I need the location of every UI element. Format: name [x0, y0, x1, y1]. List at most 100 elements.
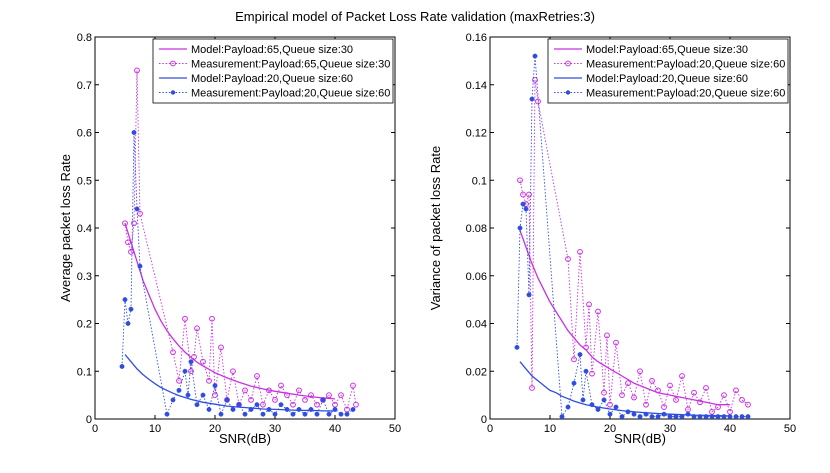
data-point-dot — [514, 344, 520, 350]
data-point-dot — [745, 414, 751, 420]
data-point-dot — [583, 368, 589, 374]
data-point-circle — [649, 377, 655, 384]
x-tick-label: 20 — [209, 423, 221, 435]
x-tick-label: 0 — [92, 423, 98, 435]
data-point-dot — [595, 407, 601, 412]
data-point-circle — [125, 239, 131, 246]
data-point-circle — [314, 401, 320, 408]
y-tick-label: 0.2 — [77, 319, 92, 331]
x-tick-label: 10 — [149, 423, 161, 435]
data-point-dot — [302, 411, 308, 417]
data-point-circle — [188, 368, 194, 375]
data-point-circle — [679, 373, 685, 379]
data-point-circle — [625, 380, 631, 387]
data-point-circle — [520, 191, 526, 198]
data-point-circle — [697, 399, 703, 406]
data-point-dot — [278, 402, 284, 408]
data-point-circle — [170, 349, 176, 356]
data-point-dot — [715, 414, 721, 420]
series-line-model-0 — [519, 230, 730, 406]
y-tick-label: 0 — [86, 414, 92, 426]
data-point-dot — [176, 387, 182, 393]
data-point-dot — [733, 414, 739, 420]
legend-entry-label: Measurement:Payload:20,Queue size:60 — [586, 88, 785, 100]
x-tick-label: 10 — [544, 423, 556, 435]
data-point-dot — [266, 407, 272, 412]
data-point-dot — [649, 414, 655, 420]
data-point-circle — [535, 98, 541, 105]
data-point-dot — [164, 411, 170, 417]
x-tick-label: 50 — [389, 423, 401, 435]
y-tick-label: 0.6 — [77, 128, 92, 140]
y-tick-label: 0.02 — [466, 366, 487, 378]
data-point-dot — [526, 292, 532, 298]
data-point-circle — [589, 370, 595, 377]
y-tick-label: 0.3 — [77, 271, 92, 283]
data-point-dot — [248, 407, 254, 412]
data-point-circle — [338, 392, 344, 399]
data-point-dot — [332, 407, 338, 412]
data-point-dot — [517, 225, 523, 231]
data-point-circle — [745, 401, 751, 408]
data-point-dot — [565, 404, 571, 410]
data-point-circle — [733, 387, 739, 394]
data-point-circle — [667, 382, 673, 389]
data-point-circle — [308, 392, 314, 399]
data-point-dot — [667, 414, 673, 420]
legend-entry-label: Model:Payload:20,Queue size:60 — [586, 73, 748, 85]
data-point-dot — [685, 411, 691, 417]
data-point-dot — [577, 352, 583, 357]
data-point-dot — [589, 402, 595, 408]
data-point-dot — [679, 414, 685, 420]
data-point-dot — [131, 130, 137, 135]
data-point-circle — [272, 397, 278, 403]
right-plot: 0 10 20 30 40 50 0 0.02 0.04 0.06 0.08 0.1 0.12 0.14 0… — [428, 32, 796, 446]
data-point-circle — [296, 387, 302, 394]
data-point-circle — [242, 387, 248, 394]
data-point-dot — [212, 383, 218, 389]
data-point-dot — [709, 414, 715, 420]
data-point-circle — [619, 392, 625, 399]
data-point-circle — [691, 389, 697, 396]
data-point-circle — [266, 387, 272, 394]
x-axis-label: SNR(dB) — [219, 431, 271, 446]
data-point-dot — [637, 414, 643, 420]
left-plot: 0 10 20 30 40 50 0 0.1 0.2 0.3 0.4 0.5 0.6 0.7 0.8 SNR(… — [58, 32, 401, 446]
data-point-dot — [559, 414, 565, 420]
data-point-dot — [194, 402, 200, 408]
data-point-dot — [625, 409, 631, 415]
data-point-circle — [206, 377, 212, 384]
data-point-dot — [296, 407, 302, 412]
x-tick-label: 40 — [329, 423, 341, 435]
data-point-circle — [326, 392, 332, 399]
data-point-dot — [703, 414, 709, 420]
data-point-circle — [191, 354, 197, 360]
data-point-circle — [131, 220, 137, 227]
y-tick-label: 0.1 — [77, 366, 92, 378]
legend-marker-circle — [170, 60, 176, 67]
data-point-circle — [595, 308, 601, 315]
data-point-dot — [613, 404, 619, 410]
data-point-dot — [643, 411, 649, 417]
y-tick-label: 0.5 — [77, 175, 92, 187]
data-point-dot — [320, 397, 326, 403]
data-point-circle — [655, 387, 661, 394]
data-point-circle — [290, 401, 296, 408]
data-point-circle — [673, 397, 679, 403]
data-point-circle — [577, 248, 583, 255]
data-point-dot — [272, 411, 278, 417]
data-point-circle — [278, 382, 284, 389]
legend-entry-label: Model:Payload:65,Queue size:30 — [191, 44, 353, 56]
legend-box — [547, 38, 789, 104]
data-point-dot — [314, 411, 320, 417]
data-point-circle — [248, 397, 254, 403]
data-point-circle — [601, 389, 607, 396]
data-point-circle — [230, 368, 236, 375]
data-point-dot — [200, 392, 206, 398]
data-point-circle — [350, 382, 356, 389]
data-point-circle — [194, 325, 200, 332]
data-point-dot — [607, 411, 613, 417]
data-point-circle — [182, 315, 188, 322]
x-tick-label: 50 — [784, 423, 796, 435]
